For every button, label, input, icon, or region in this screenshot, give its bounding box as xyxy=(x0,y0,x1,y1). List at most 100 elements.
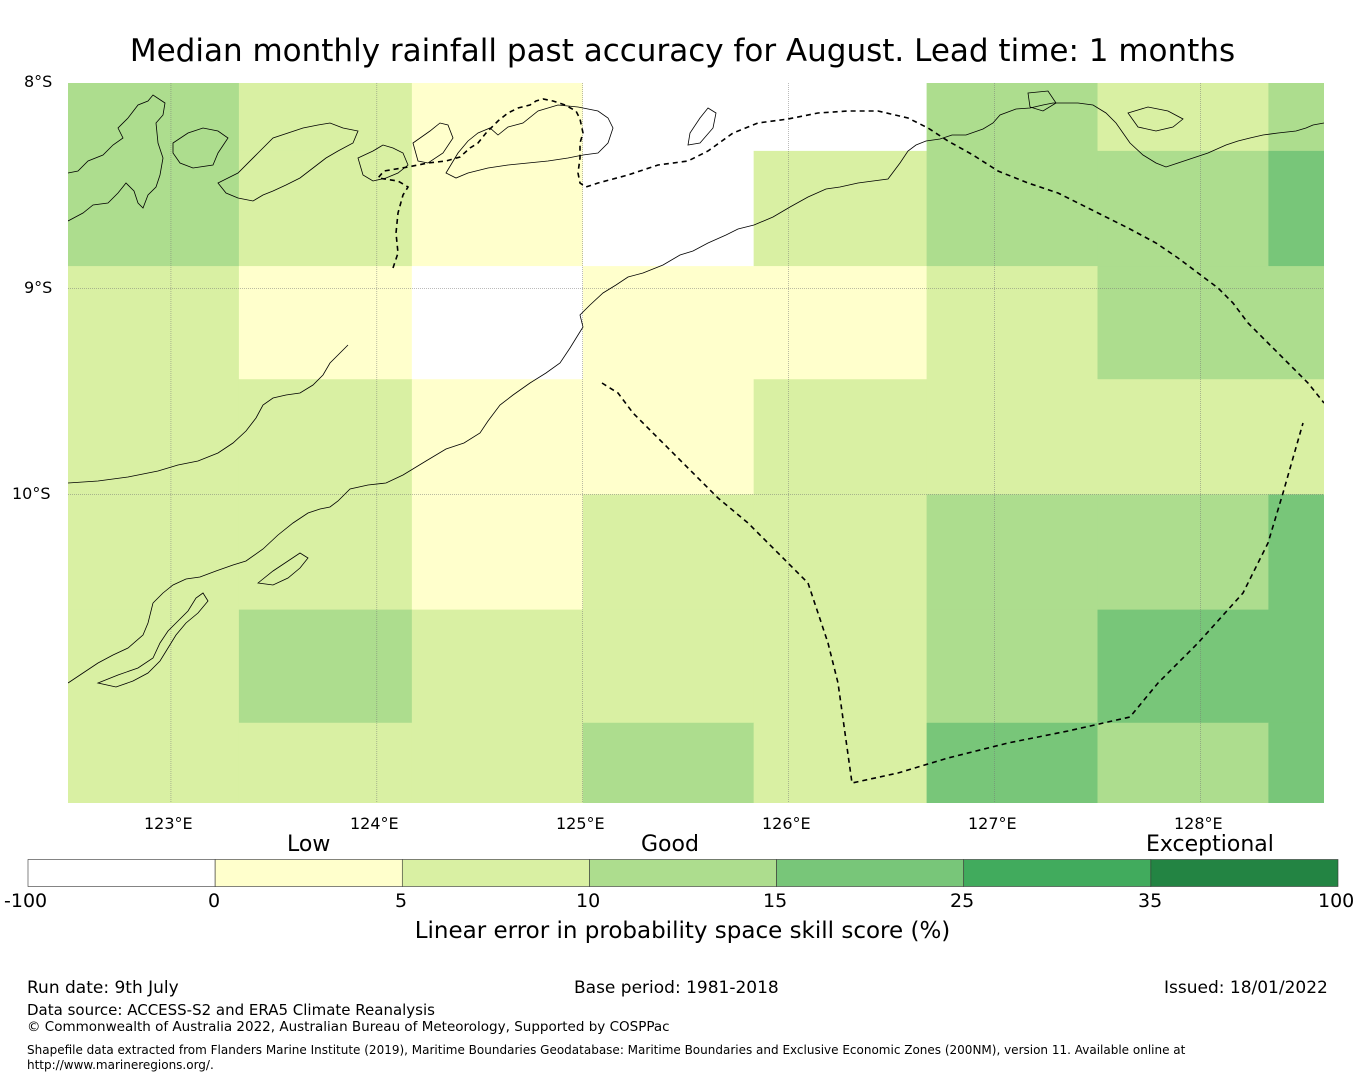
lon-label-125e: 125°E xyxy=(556,814,605,833)
eez-boundaries xyxy=(376,98,1324,784)
grid-cell xyxy=(582,494,755,611)
grid-cell xyxy=(411,379,584,495)
grid-cell xyxy=(926,150,1099,267)
shapefile-note: Shapefile data extracted from Flanders M… xyxy=(27,1043,1186,1072)
category-label-low: Low xyxy=(287,832,331,857)
grid-cell xyxy=(1268,83,1324,152)
grid-cell xyxy=(238,494,413,611)
coastlines xyxy=(68,90,1324,688)
base-period: Base period: 1981-2018 xyxy=(574,978,779,998)
grid-cell xyxy=(1268,150,1324,267)
grid-cell xyxy=(1268,379,1324,495)
coastline-atauro xyxy=(687,107,717,146)
grid-cell xyxy=(238,83,413,152)
grid-cell xyxy=(68,150,240,267)
colorbar xyxy=(27,859,1339,887)
skill-grid-cells xyxy=(68,83,1324,803)
rainfall-skill-map xyxy=(68,83,1324,803)
grid-cell xyxy=(753,494,928,611)
map-gridlines xyxy=(68,83,1324,803)
colorbar-segment xyxy=(963,859,1152,887)
map-title: Median monthly rainfall past accuracy fo… xyxy=(129,33,1236,69)
grid-cell xyxy=(753,379,928,495)
coastline-timor-south xyxy=(68,602,154,684)
lat-label-10s: 10°S xyxy=(12,484,51,503)
coastline-flores-south xyxy=(68,344,349,484)
grid-cell xyxy=(411,266,584,380)
grid-cell xyxy=(926,609,1099,724)
grid-cell xyxy=(753,83,928,152)
grid-cell xyxy=(68,609,240,724)
grid-cell xyxy=(411,83,584,152)
grid-cell xyxy=(411,722,584,803)
coastline-babar xyxy=(1027,90,1057,112)
copyright: © Commonwealth of Australia 2022, Austra… xyxy=(27,1019,670,1035)
coastline-island-d xyxy=(412,122,454,164)
grid-cell xyxy=(1268,722,1324,803)
colorbar-tick-35: 35 xyxy=(1138,890,1163,912)
lon-label-124e: 124°E xyxy=(350,814,399,833)
grid-cell xyxy=(238,266,413,380)
grid-cell xyxy=(753,722,928,803)
grid-cell xyxy=(68,494,240,611)
grid-cell xyxy=(1268,266,1324,380)
grid-cell xyxy=(926,722,1099,803)
grid-cell xyxy=(753,609,928,724)
grid-cell xyxy=(582,150,755,267)
grid-cell xyxy=(582,379,755,495)
grid-cell xyxy=(1268,609,1324,724)
grid-cell xyxy=(582,83,755,152)
grid-cell xyxy=(68,83,240,152)
colorbar-label: Linear error in probability space skill … xyxy=(414,918,951,944)
coastline-sumba xyxy=(96,592,209,688)
lon-label-126e: 126°E xyxy=(762,814,811,833)
grid-cell xyxy=(926,266,1099,380)
lat-label-8s: 8°S xyxy=(24,72,53,91)
lat-label-9s: 9°S xyxy=(24,278,53,297)
grid-cell xyxy=(926,83,1099,152)
eez-boundary-south xyxy=(601,382,1304,784)
grid-cell xyxy=(1268,494,1324,611)
grid-cell xyxy=(1097,83,1269,152)
colorbar-tick-5: 5 xyxy=(395,890,408,912)
grid-cell xyxy=(238,150,413,267)
lon-label-127e: 127°E xyxy=(968,814,1017,833)
grid-cell xyxy=(926,494,1099,611)
grid-cell xyxy=(238,609,413,724)
colorbar-segment xyxy=(776,859,965,887)
colorbar-segment xyxy=(1150,859,1339,887)
colorbar-segment xyxy=(214,859,403,887)
colorbar-tick-10: 10 xyxy=(576,890,601,912)
colorbar-segment xyxy=(589,859,777,887)
grid-cell xyxy=(411,150,584,267)
data-source: Data source: ACCESS-S2 and ERA5 Climate … xyxy=(27,1001,435,1019)
grid-cell xyxy=(411,609,584,724)
grid-cell xyxy=(753,150,928,267)
grid-cell xyxy=(753,266,928,380)
coastline-flores xyxy=(68,94,166,222)
lon-label-123e: 123°E xyxy=(144,814,193,833)
grid-cell xyxy=(238,379,413,495)
coastline-tanimbar xyxy=(1127,106,1184,132)
coastline-island-c xyxy=(357,144,409,182)
grid-cell xyxy=(1097,494,1269,611)
grid-cell xyxy=(582,722,755,803)
colorbar-tick-15: 15 xyxy=(763,890,788,912)
issued-date: Issued: 18/01/2022 xyxy=(1164,978,1328,998)
colorbar-tick-25: 25 xyxy=(950,890,975,912)
coastline-island-b xyxy=(217,122,359,202)
grid-cell xyxy=(68,266,240,380)
grid-cell xyxy=(1097,722,1269,803)
grid-cell xyxy=(411,494,584,611)
category-label-good: Good xyxy=(641,832,699,857)
grid-cell xyxy=(238,722,413,803)
run-date: Run date: 9th July xyxy=(27,978,179,998)
coastline-timor xyxy=(152,102,1324,604)
colorbar-tick-100: 100 xyxy=(1318,890,1355,912)
lon-label-128e: 128°E xyxy=(1174,814,1223,833)
grid-cell xyxy=(926,379,1099,495)
category-label-exceptional: Exceptional xyxy=(1146,832,1274,857)
eez-boundary-timor-leste xyxy=(376,98,1324,404)
colorbar-tick-neg100: -100 xyxy=(4,890,48,912)
grid-cell xyxy=(1097,609,1269,724)
